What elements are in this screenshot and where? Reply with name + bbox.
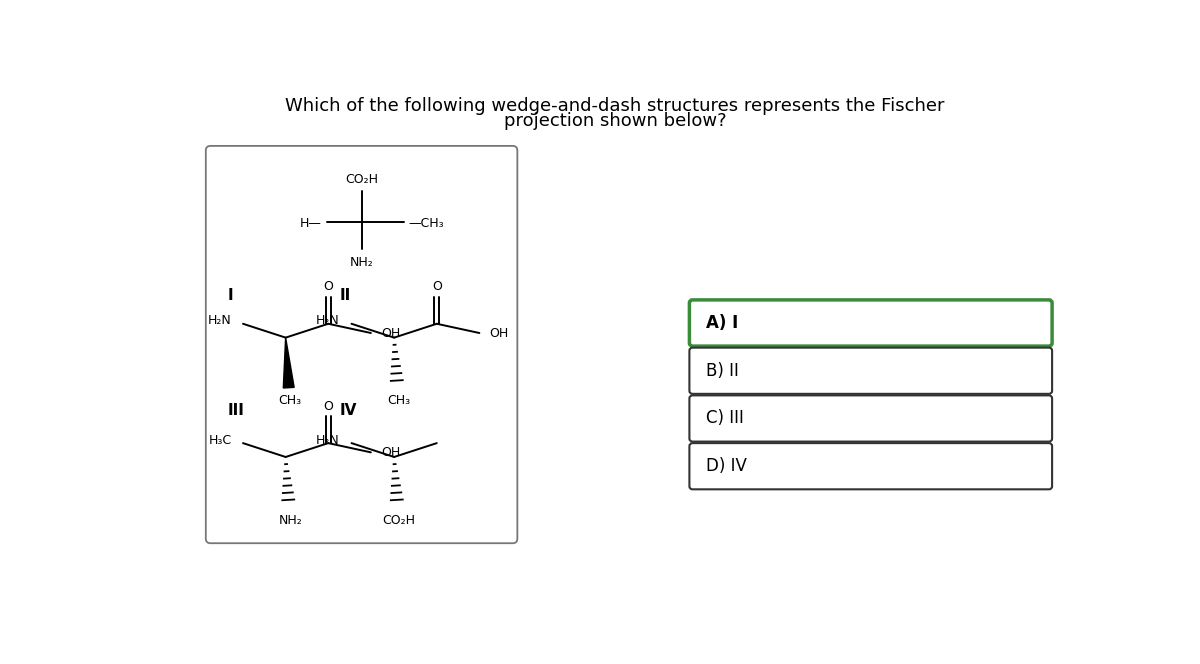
Text: O: O [323,280,334,293]
FancyBboxPatch shape [206,146,517,543]
Text: B) II: B) II [707,362,739,380]
Text: NH₂: NH₂ [278,514,302,527]
Text: H—: H— [300,217,322,230]
Text: II: II [340,288,352,303]
Text: IV: IV [340,403,358,418]
Text: OH: OH [380,327,401,339]
FancyBboxPatch shape [689,300,1052,346]
Text: O: O [432,280,442,293]
Text: —CH₃: —CH₃ [408,217,444,230]
Text: C) III: C) III [707,410,744,428]
FancyBboxPatch shape [689,395,1052,442]
Text: OH: OH [380,446,401,459]
Text: projection shown below?: projection shown below? [504,112,726,130]
Text: CO₂H: CO₂H [383,514,415,527]
Text: H₂N: H₂N [208,314,232,327]
Text: CH₃: CH₃ [278,394,302,407]
FancyBboxPatch shape [689,348,1052,394]
FancyBboxPatch shape [689,443,1052,489]
Text: NH₂: NH₂ [349,256,373,269]
Text: A) I: A) I [707,314,739,332]
Text: CH₃: CH₃ [388,394,410,407]
Text: CO₂H: CO₂H [346,173,378,187]
Text: I: I [228,288,233,303]
Text: H₂N: H₂N [316,314,340,327]
Text: H₃C: H₃C [209,434,232,446]
Text: H₂N: H₂N [316,434,340,446]
Polygon shape [283,337,294,388]
Text: OH: OH [490,327,509,339]
Text: D) IV: D) IV [707,457,748,475]
Text: Which of the following wedge-and-dash structures represents the Fischer: Which of the following wedge-and-dash st… [286,97,944,115]
Text: O: O [323,400,334,412]
Text: III: III [228,403,245,418]
